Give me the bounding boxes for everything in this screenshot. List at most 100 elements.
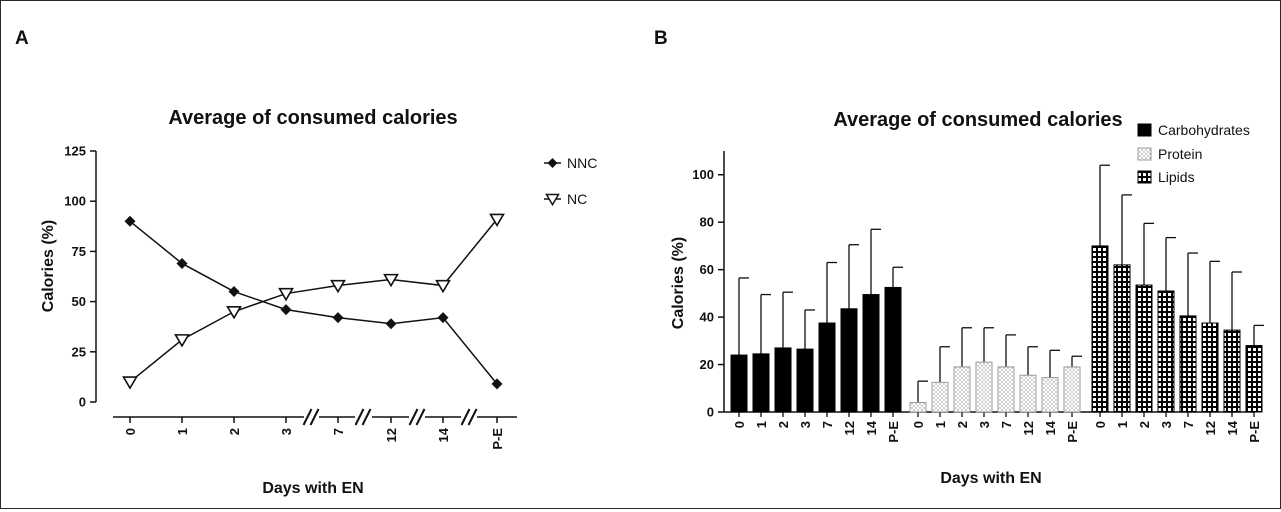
point-nnc bbox=[333, 312, 344, 323]
x-tick-label: 1 bbox=[1115, 421, 1130, 428]
chart-a-xlabel: Days with EN bbox=[262, 480, 363, 497]
chart-b-ylabel: Calories (%) bbox=[670, 237, 687, 329]
x-tick-label: 3 bbox=[977, 421, 992, 428]
x-tick-label: 0 bbox=[911, 421, 926, 428]
chart-b-x-axis: 0 1 2 3 7 12 14 P-E 0 1 2 3 7 12 14 P-E 0 1 2 3 7 12 14 P-E bbox=[724, 412, 1262, 443]
bar-protein bbox=[1064, 367, 1080, 412]
x-tick-label: 14 bbox=[1225, 420, 1240, 435]
x-tick-label: 12 bbox=[384, 428, 399, 442]
legend-swatch-lipids bbox=[1138, 171, 1151, 183]
legend-label-protein: Protein bbox=[1158, 146, 1202, 162]
x-tick-label: 7 bbox=[331, 428, 346, 435]
bar-protein bbox=[910, 403, 926, 412]
x-tick-label: 2 bbox=[776, 421, 791, 428]
x-tick-label: 12 bbox=[842, 421, 857, 435]
point-nnc bbox=[229, 286, 240, 297]
axis-break-mark bbox=[417, 409, 425, 425]
x-tick-label: 3 bbox=[798, 421, 813, 428]
chart-a-ylabel: Calories (%) bbox=[40, 220, 57, 312]
x-tick-label: P-E bbox=[490, 428, 505, 450]
y-tick-label: 75 bbox=[72, 244, 86, 259]
bar-protein bbox=[1020, 375, 1036, 412]
bar-lipids bbox=[1114, 265, 1130, 412]
chart-a-y-axis: 0 25 50 75 100 125 bbox=[64, 144, 96, 410]
panel-a-label: A bbox=[15, 28, 29, 49]
bar-lipids bbox=[1136, 285, 1152, 412]
x-tick-label: 12 bbox=[1021, 421, 1036, 435]
bar-lipids bbox=[1246, 346, 1262, 412]
axis-break-mark bbox=[356, 409, 364, 425]
legend-swatch-carbohydrates bbox=[1138, 124, 1151, 136]
x-tick-label: 0 bbox=[1093, 421, 1108, 428]
y-tick-label: 60 bbox=[700, 262, 714, 277]
chart-b-legend: Carbohydrates Protein Lipids bbox=[1138, 122, 1250, 185]
x-tick-label: 0 bbox=[123, 428, 138, 435]
y-tick-label: 50 bbox=[72, 294, 86, 309]
bar-lipids bbox=[1092, 246, 1108, 412]
x-tick-label: 14 bbox=[864, 420, 879, 435]
chart-a-plot-area bbox=[124, 214, 504, 389]
chart-b-y-axis: 0 20 40 60 80 100 bbox=[692, 151, 724, 420]
legend-label-carbohydrates: Carbohydrates bbox=[1158, 122, 1250, 138]
x-tick-label: P-E bbox=[1065, 421, 1080, 443]
legend-swatch-protein bbox=[1138, 148, 1151, 160]
y-tick-label: 125 bbox=[64, 144, 86, 159]
chart-b-title: Average of consumed calories bbox=[833, 109, 1122, 131]
x-tick-label: 14 bbox=[1043, 420, 1058, 435]
axis-break-mark bbox=[462, 409, 470, 425]
point-nnc bbox=[281, 304, 292, 315]
x-tick-label: 2 bbox=[227, 428, 242, 435]
legend-label-lipids: Lipids bbox=[1158, 169, 1195, 185]
y-tick-label: 100 bbox=[64, 194, 86, 209]
bar-carbohydrates bbox=[731, 355, 747, 412]
x-tick-label: 3 bbox=[279, 428, 294, 435]
y-tick-label: 0 bbox=[79, 395, 86, 410]
x-tick-label: P-E bbox=[886, 421, 901, 443]
point-nc bbox=[280, 289, 293, 300]
bar-carbohydrates bbox=[775, 348, 791, 412]
bar-protein bbox=[1042, 378, 1058, 412]
series-line-nnc bbox=[130, 221, 497, 384]
axis-break-mark bbox=[363, 409, 371, 425]
bar-carbohydrates bbox=[863, 295, 879, 412]
axis-break-mark bbox=[410, 409, 418, 425]
bar-carbohydrates bbox=[885, 287, 901, 412]
axis-break-mark bbox=[311, 409, 319, 425]
point-nnc bbox=[386, 318, 397, 329]
bar-carbohydrates bbox=[841, 309, 857, 412]
axis-break-mark bbox=[304, 409, 312, 425]
x-tick-label: 2 bbox=[955, 421, 970, 428]
x-tick-label: 7 bbox=[1181, 421, 1196, 428]
bar-lipids bbox=[1224, 330, 1240, 412]
point-nc bbox=[437, 281, 450, 292]
point-nc bbox=[228, 307, 241, 318]
bar-lipids bbox=[1202, 323, 1218, 412]
bar-lipids bbox=[1180, 316, 1196, 412]
legend-label-nnc: NNC bbox=[567, 155, 597, 171]
bar-protein bbox=[954, 367, 970, 412]
bar-protein bbox=[932, 382, 948, 412]
y-tick-label: 100 bbox=[692, 167, 714, 182]
x-tick-label: 1 bbox=[175, 428, 190, 435]
bar-protein bbox=[998, 367, 1014, 412]
chart-a-legend: NNC NC bbox=[544, 155, 597, 207]
panel-b-label: B bbox=[654, 28, 668, 49]
x-tick-label: 1 bbox=[933, 421, 948, 428]
point-nc bbox=[124, 377, 137, 388]
panel-a: A Average of consumed calories Calories … bbox=[15, 28, 597, 497]
legend-label-nc: NC bbox=[567, 191, 587, 207]
y-tick-label: 25 bbox=[72, 344, 86, 359]
x-tick-label: 2 bbox=[1137, 421, 1152, 428]
bar-carbohydrates bbox=[753, 354, 769, 412]
bar-carbohydrates bbox=[819, 323, 835, 412]
chart-b-plot-area bbox=[731, 165, 1264, 412]
legend-marker-nnc bbox=[548, 158, 558, 168]
x-tick-label: 1 bbox=[754, 421, 769, 428]
x-tick-label: 14 bbox=[436, 427, 451, 442]
panel-b: B Average of consumed calories Calories … bbox=[654, 28, 1264, 487]
x-tick-label: 7 bbox=[820, 421, 835, 428]
chart-a-x-axis: 0 1 2 3 7 12 14 P-E bbox=[113, 409, 517, 450]
bar-protein bbox=[976, 362, 992, 412]
